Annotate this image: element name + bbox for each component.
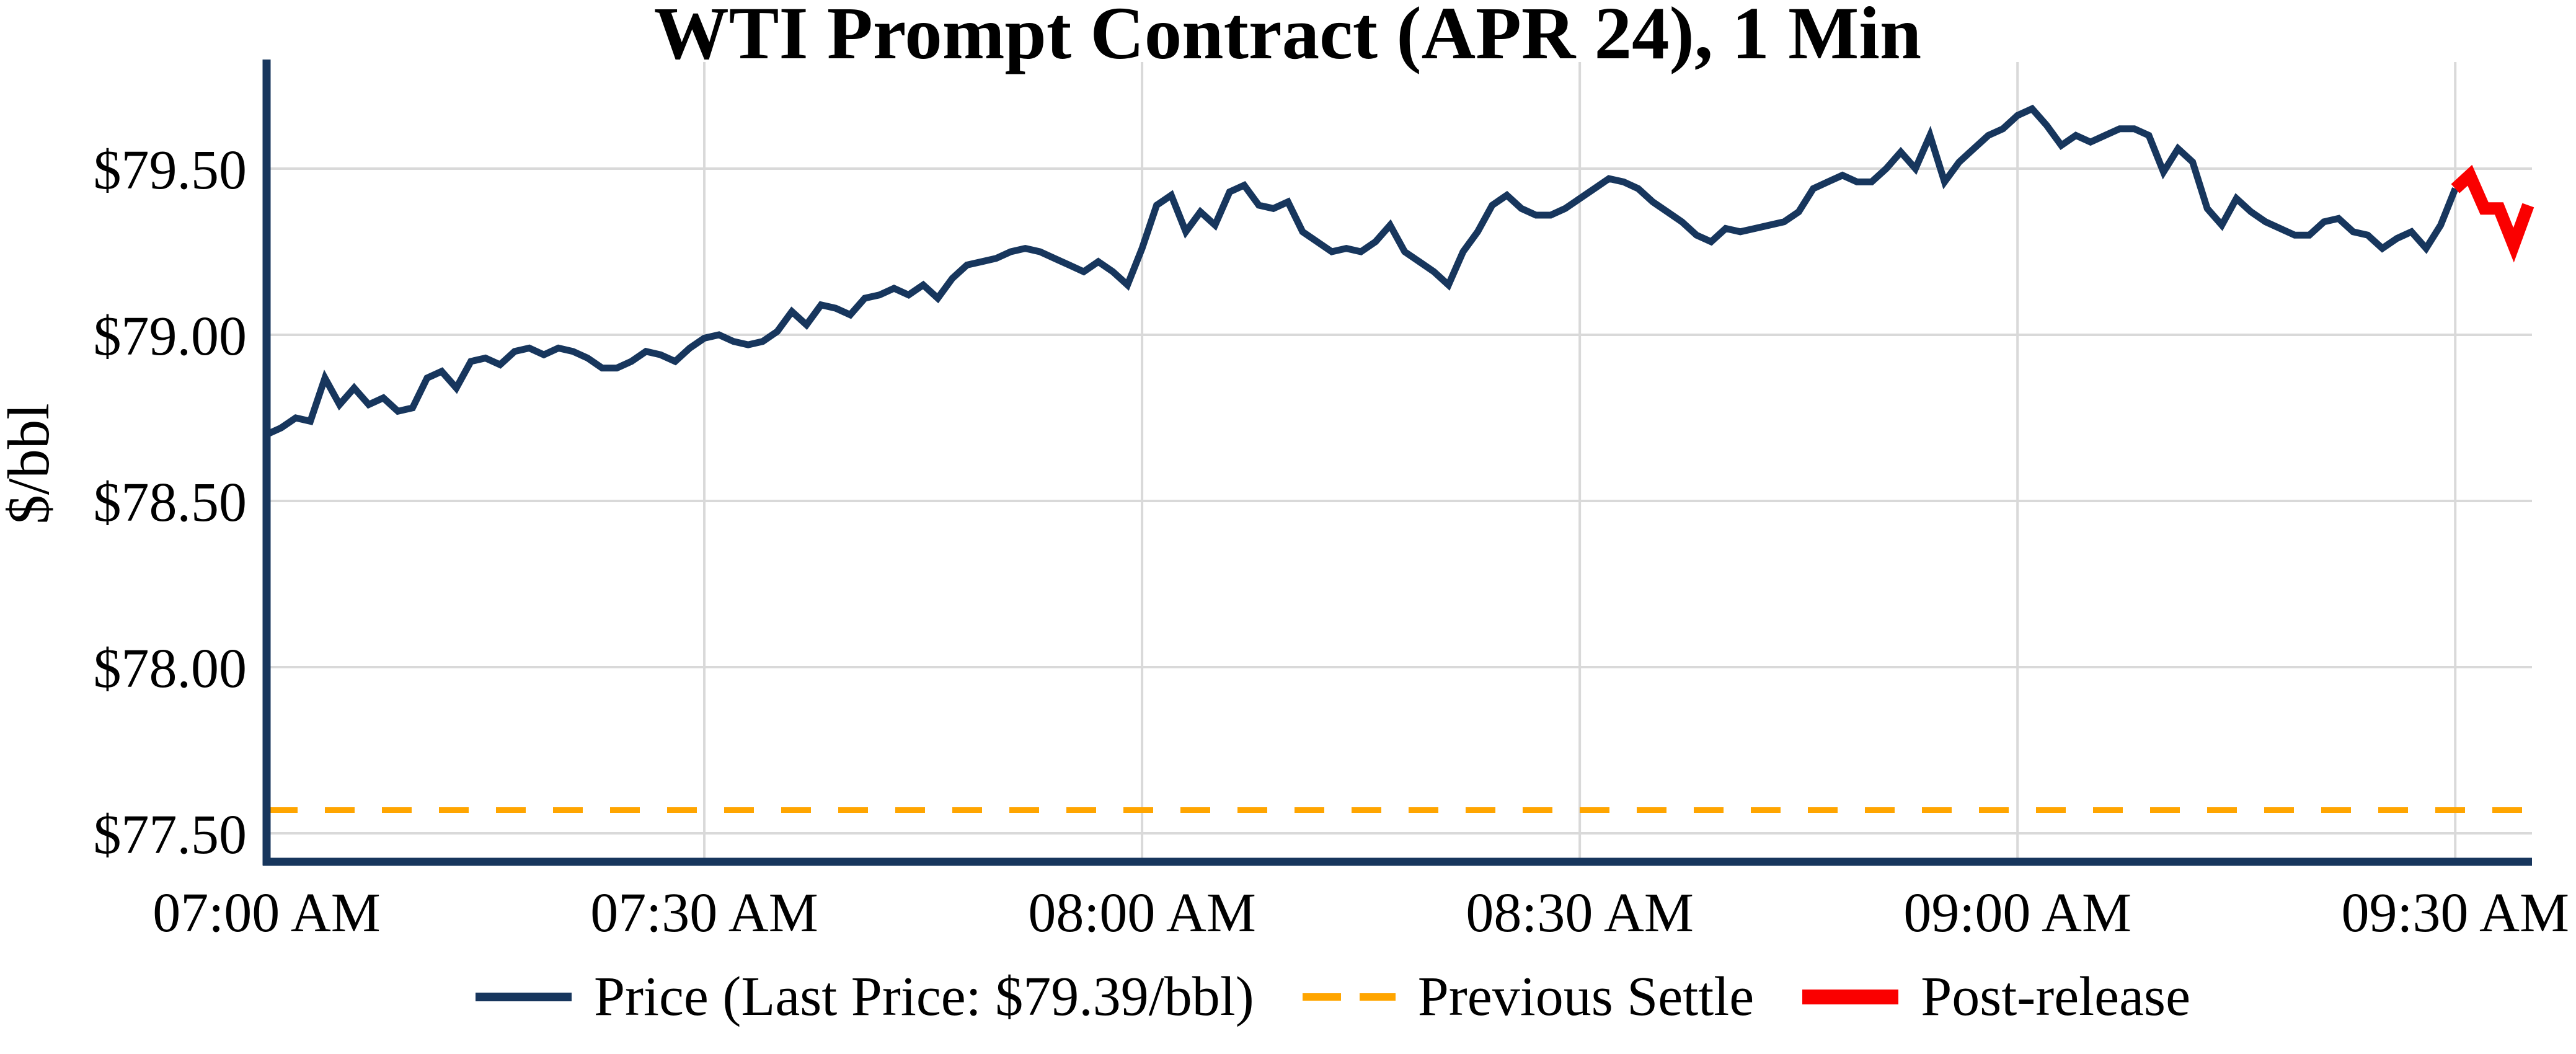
axis-lines (262, 60, 2532, 866)
legend-label-price: Price (Last Price: $79.39/bbl) (593, 966, 1254, 1027)
price-line-swatch-icon (475, 993, 572, 1001)
legend: Price (Last Price: $79.39/bbl) Previous … (186, 960, 2480, 1034)
y-tick-label: $79.50 (94, 140, 247, 201)
y-tick-label: $78.50 (94, 472, 247, 533)
y-tick-label: $78.00 (94, 638, 247, 699)
legend-label-post-release: Post-release (1921, 966, 2191, 1027)
chart-series (265, 104, 2534, 813)
gridlines (263, 62, 2532, 862)
legend-item-previous-settle: Previous Settle (1302, 966, 1755, 1027)
price-line (265, 104, 2459, 438)
y-tick-label: $77.50 (94, 804, 247, 866)
legend-label-previous-settle: Previous Settle (1417, 966, 1755, 1027)
x-tick-label: 07:00 AM (153, 882, 381, 944)
y-tick-labels: $79.50 $79.00 $78.50 $78.00 $77.50 (94, 140, 247, 866)
post-release-line (2451, 164, 2534, 263)
post-release-line-swatch-icon (1802, 990, 1899, 1004)
legend-item-price: Price (Last Price: $79.39/bbl) (475, 966, 1254, 1027)
y-tick-label: $79.00 (94, 306, 247, 367)
x-tick-label: 08:00 AM (1028, 882, 1256, 944)
previous-settle-dash-swatch-icon (1302, 993, 1396, 1001)
x-tick-label: 09:30 AM (2341, 882, 2569, 944)
x-tick-labels: 07:00 AM 07:30 AM 08:00 AM 08:30 AM 09:00 AM… (153, 882, 2569, 944)
x-tick-label: 09:00 AM (1903, 882, 2131, 944)
x-tick-label: 07:30 AM (590, 882, 818, 944)
chart-title: WTI Prompt Contract (APR 24), 1 Min (654, 0, 1921, 75)
y-axis-label: $/bbl (0, 403, 61, 524)
x-tick-label: 08:30 AM (1466, 882, 1694, 944)
legend-item-post-release: Post-release (1802, 969, 2190, 1025)
